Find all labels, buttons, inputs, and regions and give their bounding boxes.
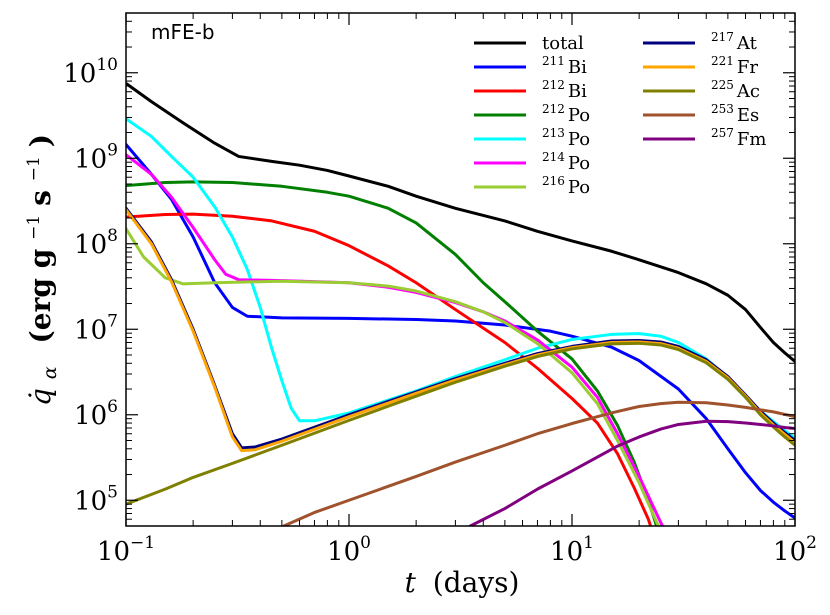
series-layer [126,81,795,526]
legend-label-212-bi: 212 Bi [542,78,587,102]
x-tick-label: 102 [773,533,817,567]
x-tick-label: 10−1 [97,533,155,567]
series-line-253-es [282,400,795,526]
y-tick-label: 108 [74,226,118,260]
tick-layer: 10−1 100 101 102 105 106 107 108 109 1010 [63,12,817,567]
legend-label-total: total [542,33,584,54]
legend-label-221-fr: 221 Fr [711,54,758,78]
plot-frame [125,12,796,527]
x-axis-variable: t [405,566,417,599]
legend-label-257-fm: 257 Fm [711,126,766,150]
panel-label: mFE-b [151,20,215,44]
y-axis-unit-part-3: ) [24,134,57,147]
x-tick-label: 100 [327,533,371,567]
y-axis-subscript: α [39,366,61,379]
legend-label-213-po: 213 Po [542,126,590,150]
y-tick-label: 105 [74,482,118,516]
legend-label-211-bi: 211 Bi [542,54,587,78]
y-tick-label: 1010 [63,55,118,89]
series-line-total [126,81,795,363]
series-line-257-fm [468,419,795,526]
y-axis-unit-exp-2: −1 [24,156,44,181]
y-tick-label: 106 [74,397,118,431]
series-line-211-bi [126,142,795,520]
series-line-225-ac [126,341,795,506]
x-axis-title: t (days) [405,566,520,599]
legend-label-217-at: 217 At [711,30,758,54]
legend-label-253-es: 253 Es [711,102,759,126]
legend-label-216-po: 216 Po [542,174,590,198]
y-tick-label: 107 [74,311,118,345]
series-line-216-po [126,227,661,526]
x-tick-label: 101 [550,533,594,567]
y-axis-unit-part-1: (erg g [24,249,57,344]
y-axis-unit-exp-1: −1 [24,215,44,240]
legend-label-214-po: 214 Po [542,150,590,174]
legend-label-225-ac: 225 Ac [711,78,760,102]
y-axis-variable: q̇ [24,388,57,406]
y-axis-title: q̇ α (erg g −1 s −1 ) [13,134,63,406]
series-line-212-po [126,180,659,526]
y-tick-label: 109 [74,140,118,174]
x-axis-unit: (days) [433,566,520,599]
legend-label-212-po: 212 Po [542,102,590,126]
y-axis-unit-part-2: s [24,190,57,206]
